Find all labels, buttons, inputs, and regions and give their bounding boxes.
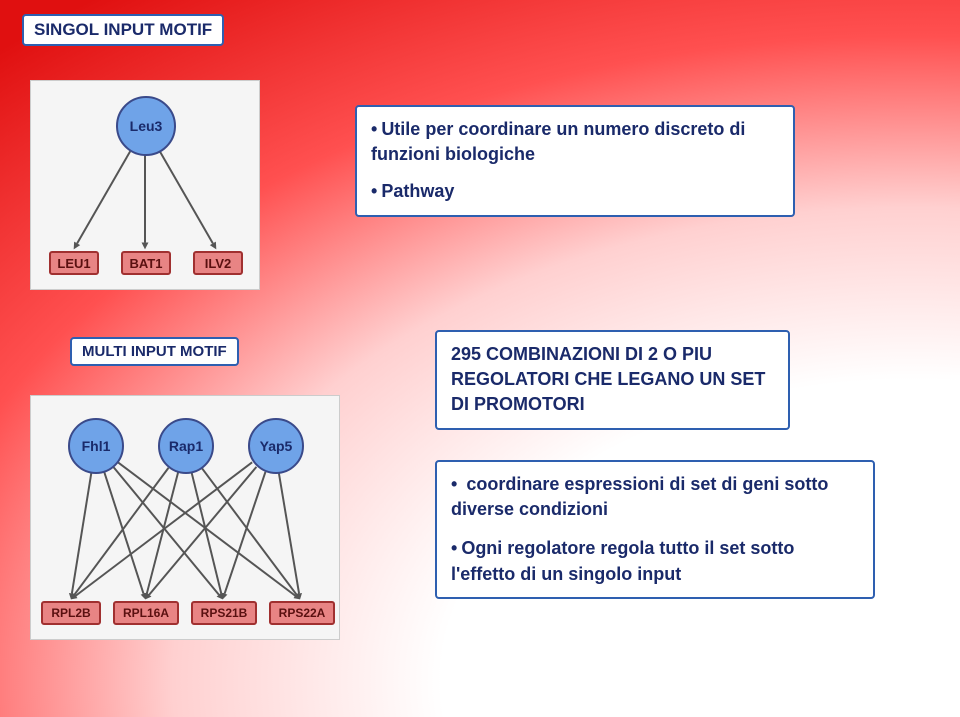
target-node: RPS22A	[269, 601, 335, 625]
textbox-3: coordinare espressioni di set di geni so…	[435, 460, 875, 599]
target-node: LEU1	[49, 251, 99, 275]
slide-content: SINGOL INPUT MOTIF MULTI INPUT MOTIF Uti…	[0, 0, 960, 717]
target-node: ILV2	[193, 251, 243, 275]
hub-node: Yap5	[248, 418, 304, 474]
textbox-1: Utile per coordinare un numero discreto …	[355, 105, 795, 217]
hub-node: Fhl1	[68, 418, 124, 474]
title-multi: MULTI INPUT MOTIF	[70, 337, 239, 366]
hub-node: Rap1	[158, 418, 214, 474]
hub-node: Leu3	[116, 96, 176, 156]
target-node: RPS21B	[191, 601, 257, 625]
textbox-1-item-0: Utile per coordinare un numero discreto …	[371, 117, 779, 167]
target-node: RPL16A	[113, 601, 179, 625]
target-node: BAT1	[121, 251, 171, 275]
textbox-3-item-0: coordinare espressioni di set di geni so…	[451, 472, 859, 522]
target-node: RPL2B	[41, 601, 101, 625]
title-multi-text: MULTI INPUT MOTIF	[82, 343, 227, 360]
title-singol: SINGOL INPUT MOTIF	[22, 14, 224, 46]
textbox-2-item-0: 295 COMBINAZIONI DI 2 O PIU REGOLATORI C…	[451, 342, 774, 418]
title-singol-text: SINGOL INPUT MOTIF	[34, 20, 212, 39]
textbox-1-item-1: Pathway	[371, 179, 779, 204]
diagram-multi-input: Fhl1 Rap1 Yap5 RPL2B RPL16A RPS21B RPS22A	[30, 395, 340, 640]
diagram-single-input: Leu3 LEU1 BAT1 ILV2	[30, 80, 260, 290]
textbox-3-item-1: Ogni regolatore regola tutto il set sott…	[451, 536, 859, 586]
textbox-2: 295 COMBINAZIONI DI 2 O PIU REGOLATORI C…	[435, 330, 790, 430]
